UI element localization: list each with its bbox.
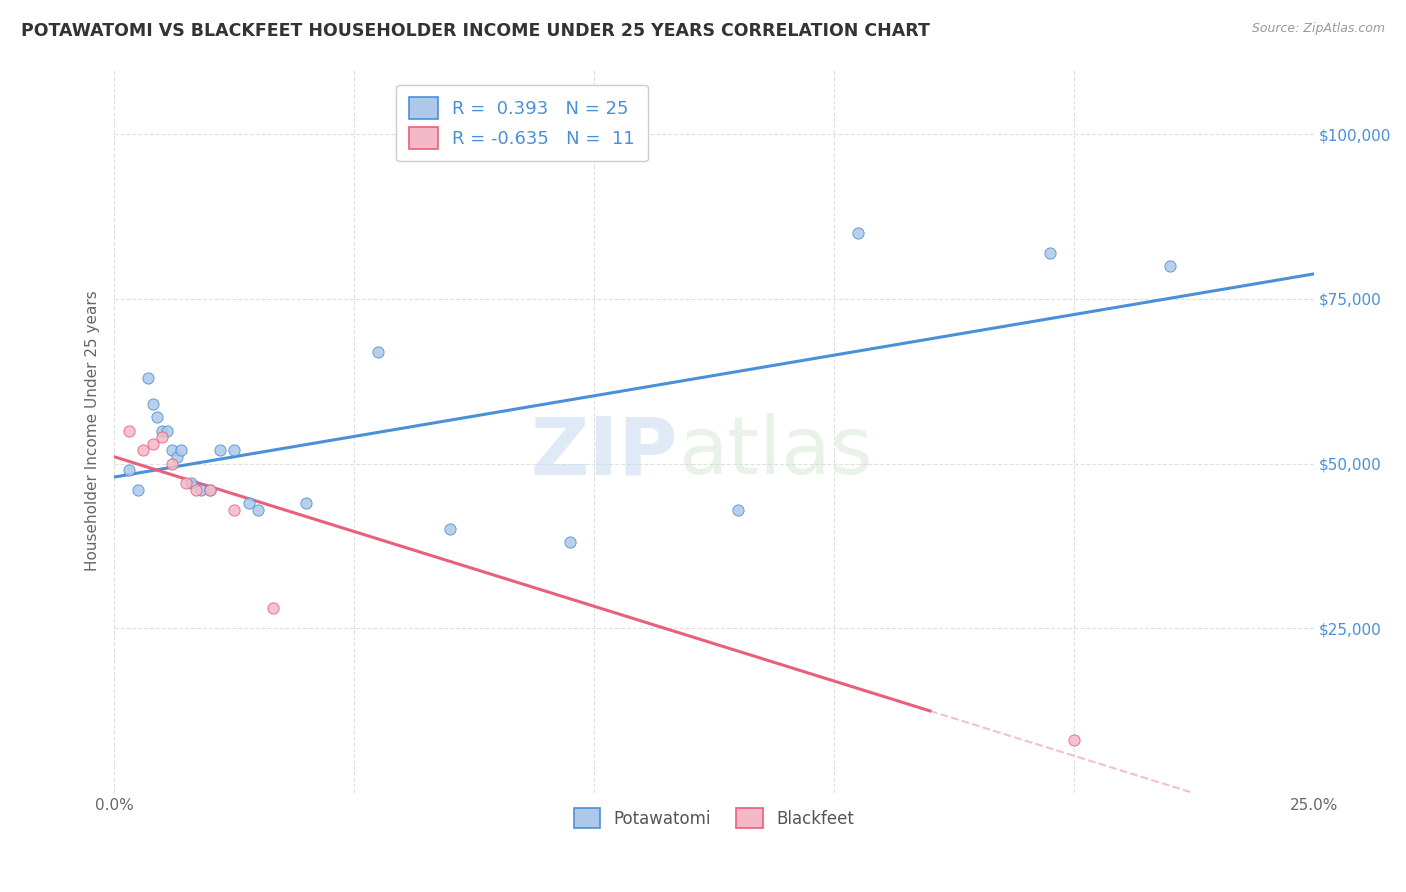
Point: [156, 424, 179, 438]
Point: [224, 443, 246, 458]
Point: [166, 450, 188, 464]
Text: atlas: atlas: [678, 413, 872, 491]
Point: [198, 483, 221, 497]
Point: [247, 502, 270, 516]
Point: [208, 443, 231, 458]
Legend: Potawatomi, Blackfeet: Potawatomi, Blackfeet: [567, 801, 860, 835]
Point: [127, 483, 149, 497]
Point: [170, 443, 193, 458]
Point: [1039, 245, 1062, 260]
Point: [238, 496, 260, 510]
Point: [142, 397, 165, 411]
Point: [198, 483, 221, 497]
Point: [439, 522, 461, 536]
Point: [160, 457, 183, 471]
Point: [558, 535, 581, 549]
Point: [117, 463, 139, 477]
Text: ZIP: ZIP: [530, 413, 678, 491]
Point: [150, 430, 173, 444]
Y-axis label: Householder Income Under 25 years: Householder Income Under 25 years: [86, 290, 100, 571]
Point: [184, 483, 207, 497]
Point: [136, 371, 159, 385]
Point: [1159, 259, 1181, 273]
Point: [132, 443, 155, 458]
Point: [367, 344, 389, 359]
Point: [224, 502, 246, 516]
Point: [180, 476, 202, 491]
Point: [174, 476, 197, 491]
Point: [160, 443, 183, 458]
Point: [150, 424, 173, 438]
Point: [117, 424, 139, 438]
Text: Source: ZipAtlas.com: Source: ZipAtlas.com: [1251, 22, 1385, 36]
Point: [846, 226, 869, 240]
Point: [146, 410, 169, 425]
Point: [190, 483, 212, 497]
Point: [1063, 733, 1085, 747]
Point: [727, 502, 749, 516]
Text: POTAWATOMI VS BLACKFEET HOUSEHOLDER INCOME UNDER 25 YEARS CORRELATION CHART: POTAWATOMI VS BLACKFEET HOUSEHOLDER INCO…: [21, 22, 929, 40]
Point: [295, 496, 318, 510]
Point: [262, 601, 284, 615]
Point: [142, 436, 165, 450]
